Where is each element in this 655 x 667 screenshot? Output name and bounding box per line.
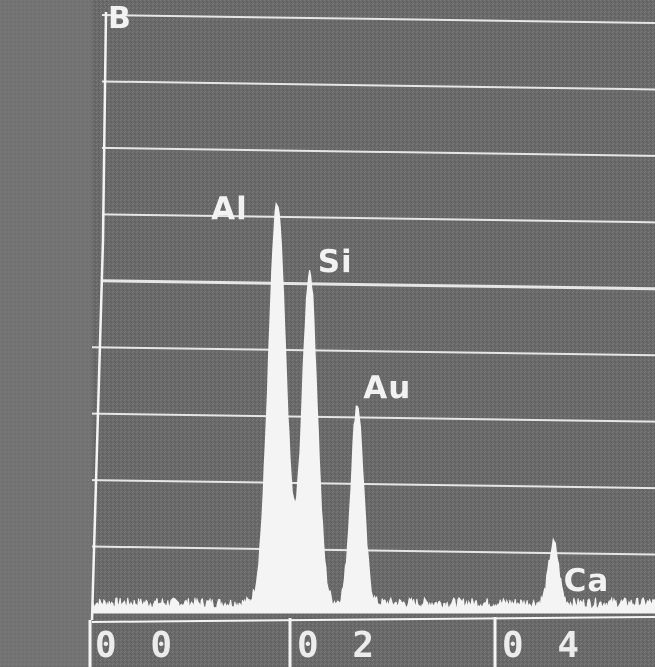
peak-label-ca: Ca	[563, 562, 610, 599]
y-axis-upper	[101, 11, 108, 241]
grid-line	[91, 346, 655, 357]
x-tick-label: 0 4	[502, 625, 586, 666]
grid-line	[91, 545, 655, 556]
y-axis-lower	[90, 239, 105, 621]
grid-line	[91, 479, 655, 490]
peak-label-al: Al	[211, 190, 248, 227]
x-axis-line	[91, 616, 655, 623]
grid-line	[91, 412, 655, 423]
grid-line	[101, 279, 655, 291]
grid-line	[101, 213, 655, 224]
grid-line	[101, 14, 655, 24]
grid-line	[101, 80, 655, 91]
left-band	[0, 0, 92, 667]
panel-label: B	[108, 1, 132, 36]
grid-lines	[91, 14, 655, 556]
peak-label-au: Au	[363, 370, 412, 407]
x-tick-label: 0 2	[297, 625, 381, 666]
axes	[88, 11, 655, 667]
x-tick-label: 0 0	[95, 625, 179, 666]
grid-line	[101, 146, 655, 157]
peak-label-si: Si	[317, 243, 353, 280]
spectrum-series	[91, 201, 655, 614]
